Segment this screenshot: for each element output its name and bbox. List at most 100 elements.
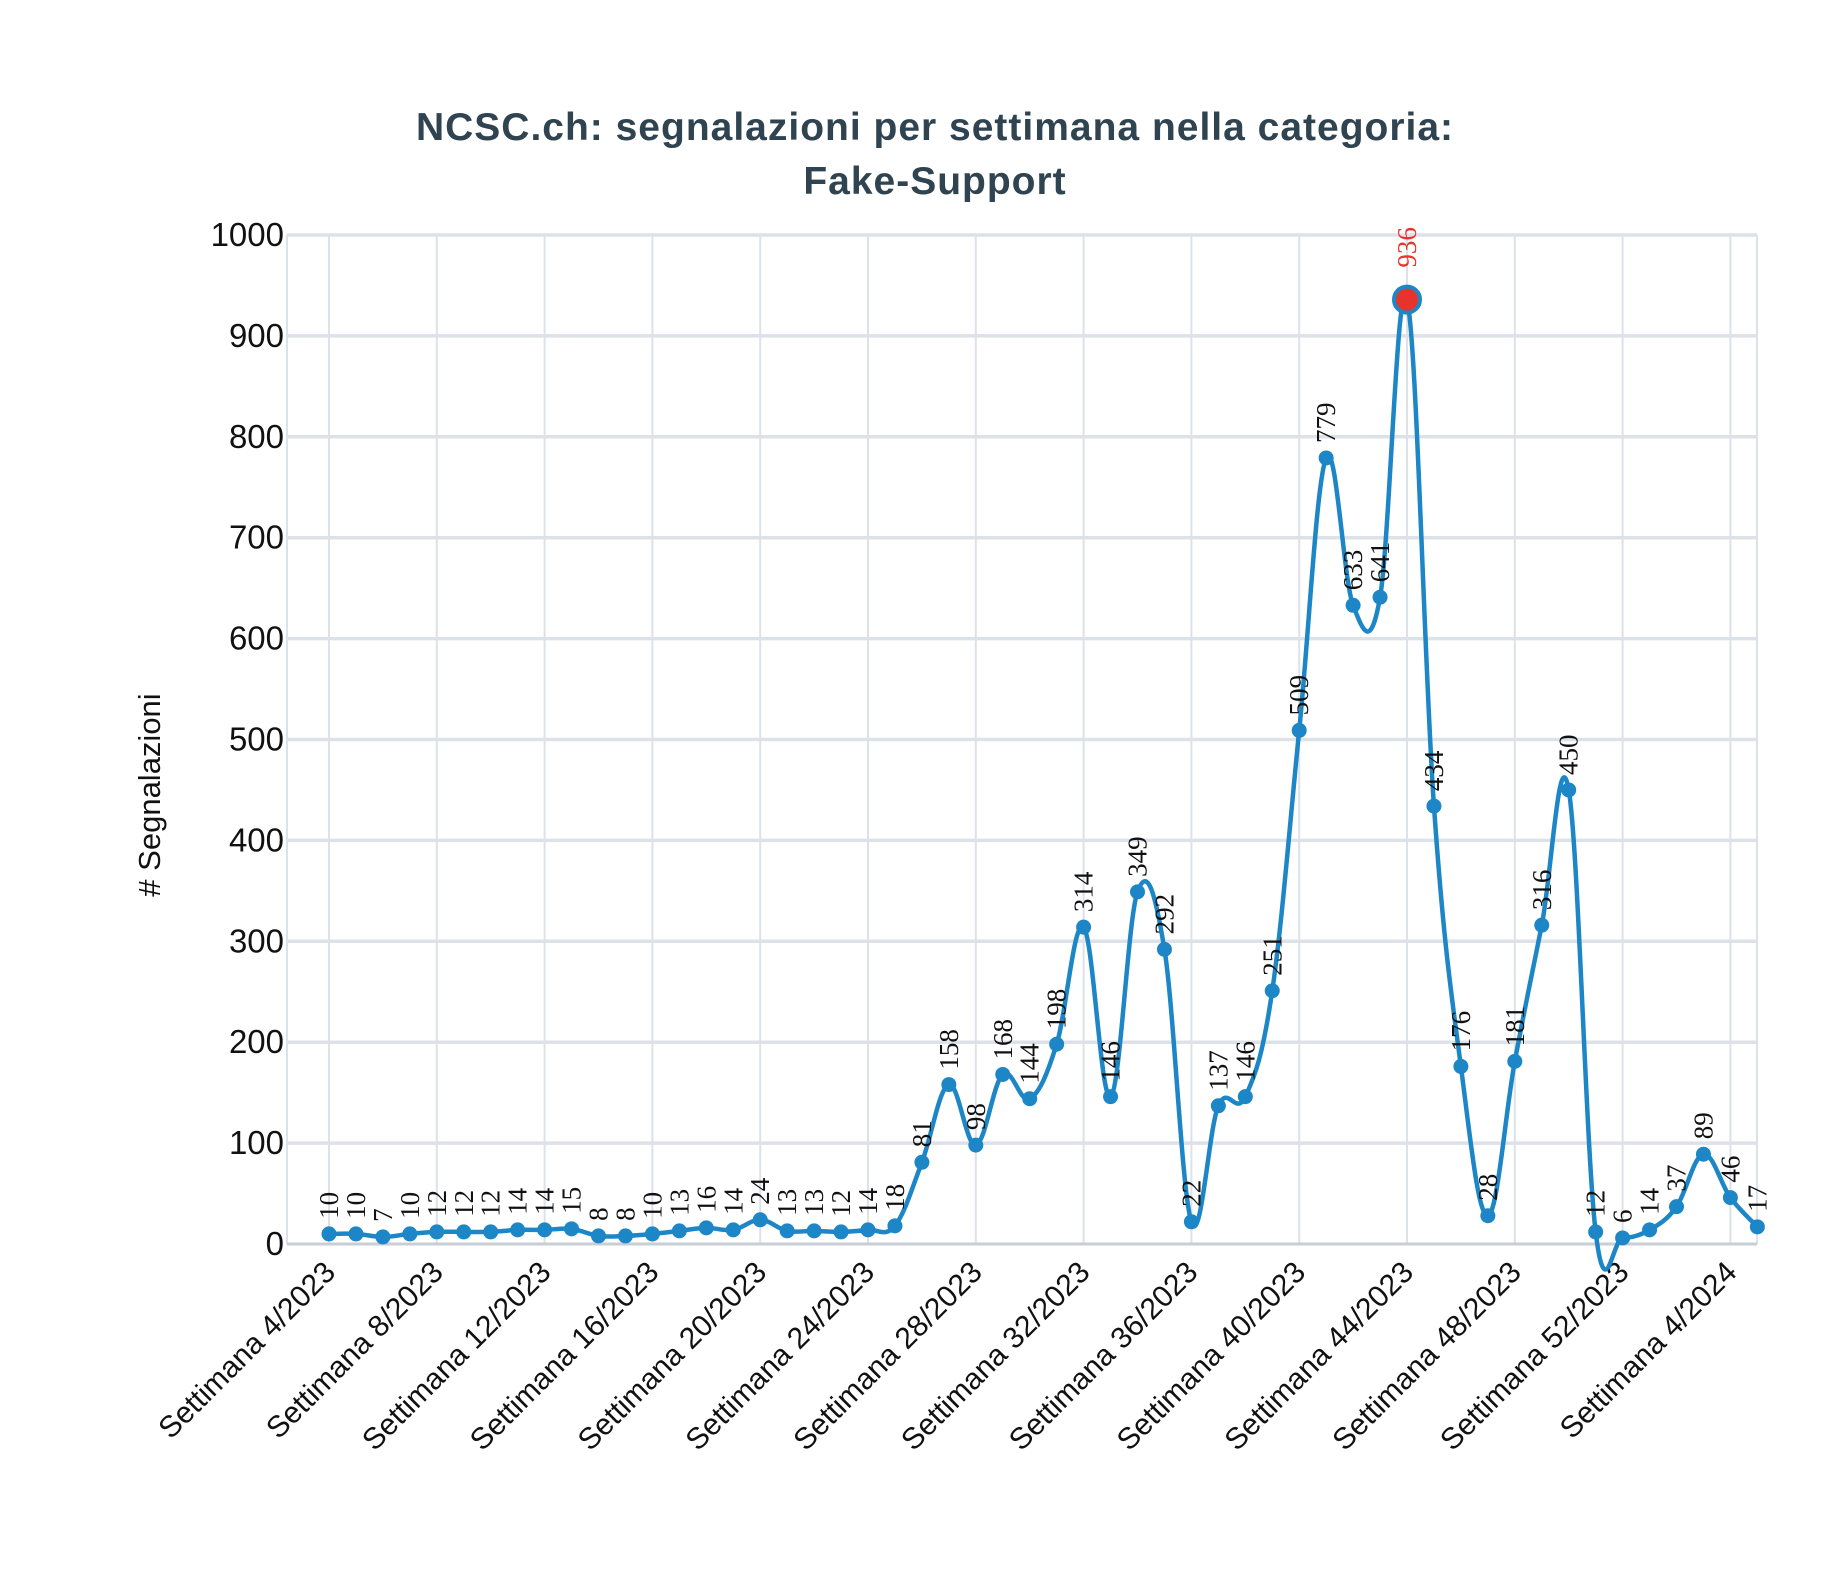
y-tick-label: 900	[229, 317, 284, 354]
data-label: 98	[961, 1103, 991, 1130]
data-point	[1264, 983, 1280, 999]
data-point	[1345, 597, 1361, 613]
data-label: 641	[1365, 542, 1395, 583]
data-label: 12	[826, 1190, 856, 1217]
data-point	[564, 1221, 580, 1237]
data-point	[1642, 1222, 1658, 1238]
data-point	[321, 1226, 337, 1242]
data-label: 450	[1554, 734, 1584, 775]
data-point	[671, 1223, 687, 1239]
data-label: 14	[718, 1187, 748, 1215]
x-tick-label: Settimana 52/2023	[1434, 1256, 1635, 1457]
data-point	[1426, 798, 1442, 814]
data-label: 28	[1473, 1174, 1503, 1201]
data-points	[321, 284, 1765, 1246]
data-label: 12	[449, 1190, 479, 1217]
data-point	[510, 1222, 526, 1238]
data-point	[1588, 1224, 1604, 1240]
data-point	[860, 1222, 876, 1238]
data-point	[1695, 1146, 1711, 1162]
x-tick-label: Settimana 4/2023	[152, 1256, 342, 1446]
data-label-peak: 936	[1392, 227, 1422, 268]
data-point	[1722, 1190, 1738, 1206]
data-label: 13	[772, 1189, 802, 1216]
data-label: 181	[1500, 1006, 1530, 1047]
data-label: 146	[1230, 1041, 1260, 1082]
x-tick-label: Settimana 44/2023	[1219, 1256, 1420, 1457]
data-point	[617, 1228, 633, 1244]
y-tick-label: 300	[229, 922, 284, 959]
data-label: 316	[1527, 870, 1557, 911]
data-label: 13	[664, 1189, 694, 1216]
y-tick-label: 400	[229, 821, 284, 858]
data-point	[1183, 1214, 1199, 1230]
data-point	[1237, 1089, 1253, 1105]
data-point	[725, 1222, 741, 1238]
data-point	[429, 1224, 445, 1240]
data-label: 13	[799, 1189, 829, 1216]
y-tick-label: 1000	[211, 216, 284, 253]
data-point	[752, 1212, 768, 1228]
data-point	[1156, 941, 1172, 957]
data-point-peak	[1392, 284, 1422, 315]
data-label: 779	[1311, 402, 1341, 443]
chart-subtitle: Fake-Support	[803, 160, 1066, 203]
data-point	[995, 1066, 1011, 1082]
data-label: 17	[1742, 1185, 1772, 1212]
data-point	[887, 1218, 903, 1234]
data-label: 81	[907, 1120, 937, 1147]
y-axis: 0 100 200 300 400 500 600 700 800 900 1000	[211, 216, 284, 1262]
data-point	[806, 1223, 822, 1239]
data-point	[1372, 589, 1388, 605]
data-label: 10	[395, 1192, 425, 1219]
x-tick-label: Settimana 24/2023	[680, 1256, 881, 1457]
data-label: 251	[1257, 935, 1287, 976]
y-tick-label: 700	[229, 519, 284, 556]
y-tick-label: 600	[229, 620, 284, 657]
data-label: 12	[422, 1190, 452, 1217]
data-label: 37	[1662, 1165, 1692, 1192]
data-label: 14	[530, 1187, 560, 1215]
data-point	[402, 1226, 418, 1242]
data-point	[1103, 1089, 1119, 1105]
data-point	[968, 1137, 984, 1153]
data-label: 15	[557, 1187, 587, 1214]
data-point	[833, 1224, 849, 1240]
x-tick-label: Settimana 48/2023	[1326, 1256, 1527, 1457]
data-label: 158	[934, 1029, 964, 1070]
x-tick-label: Settimana 8/2023	[260, 1256, 450, 1446]
y-tick-label: 200	[229, 1023, 284, 1060]
data-point	[1022, 1091, 1038, 1107]
data-label: 176	[1446, 1011, 1476, 1052]
data-label: 144	[1015, 1043, 1045, 1084]
data-label: 14	[1635, 1187, 1665, 1215]
y-tick-label: 100	[229, 1124, 284, 1161]
data-point	[1210, 1098, 1226, 1114]
data-label: 12	[476, 1190, 506, 1217]
data-label: 137	[1203, 1050, 1233, 1091]
data-point	[1453, 1058, 1469, 1074]
data-label: 18	[880, 1184, 910, 1211]
data-point	[1534, 917, 1550, 933]
data-label: 168	[988, 1019, 1018, 1060]
data-point	[591, 1228, 606, 1244]
data-label: 314	[1069, 871, 1099, 912]
x-tick-label: Settimana 32/2023	[895, 1256, 1096, 1457]
data-label: 434	[1419, 750, 1449, 791]
data-label: 10	[637, 1192, 667, 1219]
x-tick-label: Settimana 4/2024	[1554, 1256, 1744, 1446]
data-point	[456, 1224, 472, 1240]
chart-title: NCSC.ch: segnalazioni per settimana nell…	[416, 106, 1454, 149]
y-tick-label: 0	[266, 1225, 284, 1262]
data-point	[779, 1223, 795, 1239]
data-point	[1130, 884, 1145, 900]
data-label: 6	[1608, 1209, 1638, 1223]
data-point	[348, 1226, 364, 1242]
data-label: 46	[1715, 1156, 1745, 1183]
data-point	[1749, 1219, 1765, 1235]
grid	[286, 233, 1758, 1246]
data-label: 8	[584, 1207, 614, 1221]
y-tick-label: 500	[229, 721, 284, 758]
data-point	[914, 1154, 930, 1170]
